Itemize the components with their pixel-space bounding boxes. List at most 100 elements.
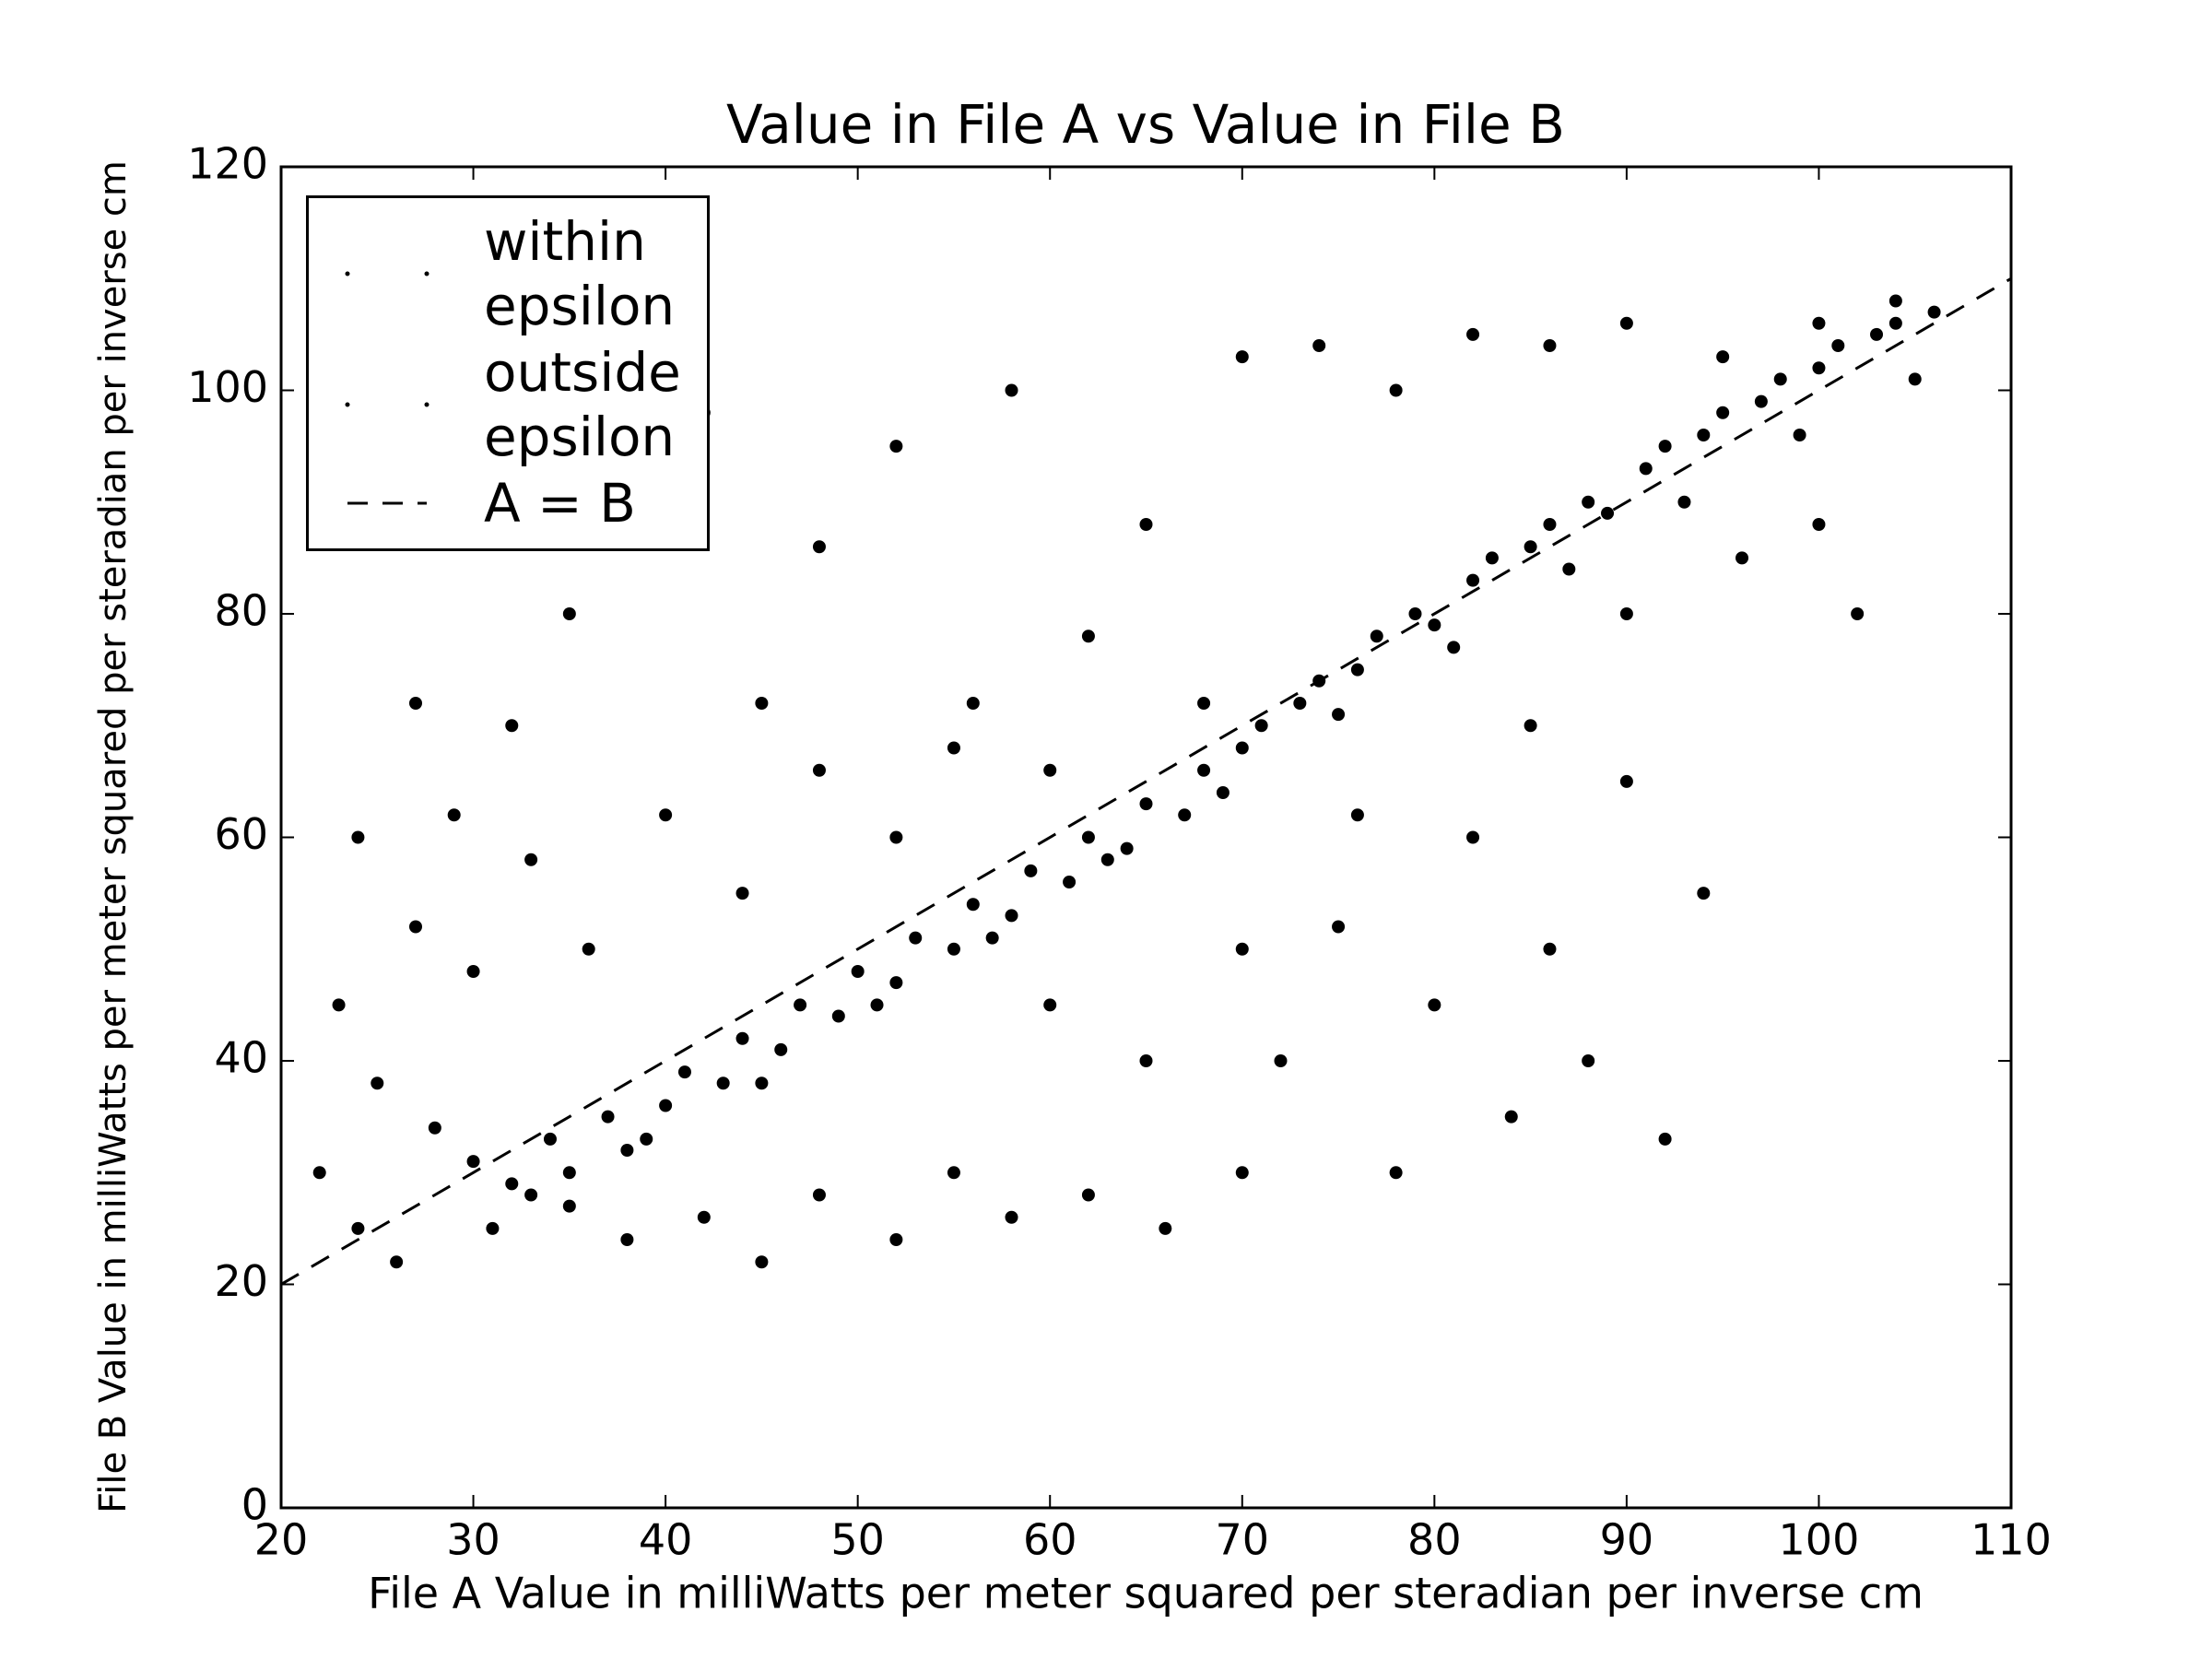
point: [947, 942, 960, 956]
y-tick-label: 80: [214, 586, 268, 636]
point: [659, 1099, 673, 1112]
point: [755, 1255, 769, 1269]
reference-line: [281, 276, 2011, 1286]
point: [1293, 697, 1307, 710]
point: [1005, 909, 1018, 923]
x-tick-label: 90: [1600, 1515, 1654, 1565]
plot-area: [281, 276, 2011, 1286]
point: [312, 1166, 326, 1180]
point: [543, 1132, 557, 1146]
point: [601, 1110, 615, 1124]
point: [1350, 663, 1364, 677]
y-tick-label: 60: [214, 809, 268, 859]
point: [1081, 629, 1095, 643]
point: [1543, 339, 1557, 352]
point: [1081, 1188, 1095, 1202]
point: [1716, 350, 1730, 364]
point: [1235, 350, 1249, 364]
point: [755, 697, 769, 710]
point: [1851, 607, 1865, 620]
point: [1619, 774, 1633, 788]
point: [831, 1009, 845, 1023]
legend-marker: [424, 402, 429, 407]
point: [677, 1065, 691, 1079]
point: [735, 1031, 749, 1045]
y-tick-label: 120: [187, 139, 268, 189]
x-tick-label: 80: [1407, 1515, 1462, 1565]
point: [1601, 506, 1615, 520]
point: [620, 1233, 634, 1246]
x-tick-label: 100: [1779, 1515, 1860, 1565]
point: [1697, 429, 1711, 441]
point: [620, 1144, 634, 1157]
point: [889, 976, 903, 990]
x-tick-label: 30: [446, 1515, 500, 1565]
point: [562, 1166, 576, 1180]
point: [1197, 697, 1211, 710]
point: [466, 1155, 480, 1169]
legend-label: outside epsilon: [484, 341, 681, 468]
legend-entry: A = B: [309, 471, 707, 535]
point: [812, 763, 826, 777]
point: [332, 998, 346, 1012]
y-axis-label: File B Value in milliWatts per meter squ…: [92, 160, 135, 1513]
point: [909, 931, 923, 945]
point: [524, 853, 538, 866]
point: [1504, 1110, 1518, 1124]
y-tick-label: 20: [214, 1256, 268, 1306]
point: [966, 898, 980, 912]
point: [659, 808, 673, 822]
point: [428, 1121, 441, 1135]
x-axis-label: File A Value in milliWatts per meter squ…: [368, 1569, 1924, 1618]
point: [1466, 573, 1480, 587]
y-tick-label: 40: [214, 1033, 268, 1083]
point: [1370, 629, 1383, 643]
point: [1274, 1054, 1288, 1067]
plot-frame: [279, 165, 2013, 1510]
legend-marker: [345, 271, 350, 276]
point: [851, 965, 865, 978]
point: [466, 965, 480, 978]
legend-key: [347, 501, 427, 505]
point: [1043, 998, 1057, 1012]
point: [1389, 383, 1403, 397]
point: [1235, 741, 1249, 755]
point: [505, 1177, 519, 1191]
point: [1312, 674, 1326, 688]
point: [1582, 1054, 1595, 1067]
point: [1216, 786, 1230, 799]
point: [486, 1221, 500, 1235]
point: [371, 1077, 384, 1090]
point: [1812, 361, 1826, 375]
x-tick-label: 50: [830, 1515, 885, 1565]
point: [1812, 518, 1826, 531]
point: [1543, 518, 1557, 531]
point: [812, 540, 826, 554]
point: [582, 942, 595, 956]
point: [640, 1132, 653, 1146]
point: [735, 887, 749, 900]
point: [1389, 1166, 1403, 1180]
point: [1120, 841, 1134, 855]
legend-entry: within epsilon: [309, 209, 707, 338]
legend-entry: outside epsilon: [309, 340, 707, 469]
chart-title: Value in File A vs Value in File B: [726, 93, 1565, 156]
x-tick-label: 70: [1216, 1515, 1270, 1565]
point: [390, 1255, 404, 1269]
point: [1005, 1210, 1018, 1224]
point: [1408, 607, 1422, 620]
point: [1831, 339, 1845, 352]
point: [1178, 808, 1192, 822]
point: [1428, 998, 1441, 1012]
point: [1658, 440, 1672, 453]
point: [1619, 607, 1633, 620]
point: [1466, 327, 1480, 341]
legend: within epsilon outside epsilon A = B: [306, 195, 710, 551]
point: [889, 830, 903, 844]
point: [1735, 551, 1749, 565]
x-tick-label: 60: [1023, 1515, 1077, 1565]
x-tick-label: 110: [1971, 1515, 2052, 1565]
point: [1812, 316, 1826, 330]
